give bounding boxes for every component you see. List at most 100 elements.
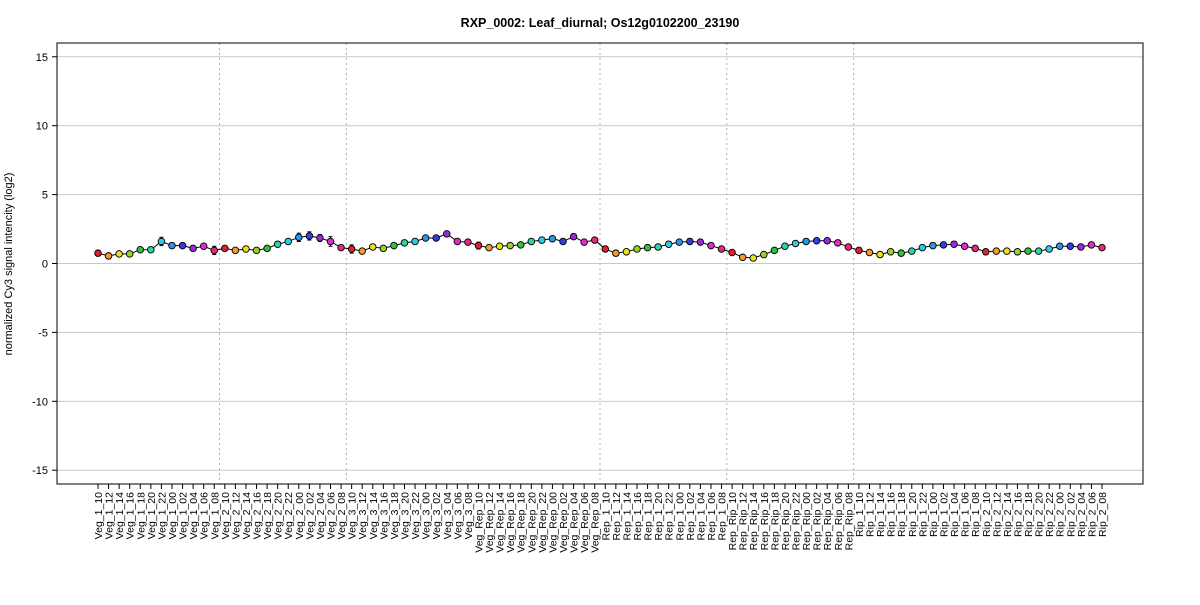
x-tick-label: Veg_1_10 bbox=[93, 492, 105, 539]
data-point bbox=[992, 247, 1001, 255]
data-point bbox=[453, 237, 462, 246]
x-tick-label: Veg_1_04 bbox=[188, 492, 200, 539]
data-point bbox=[284, 237, 292, 246]
x-tick-label: Veg_1_12 bbox=[104, 492, 116, 539]
x-tick-label: Rep_1_02 bbox=[685, 492, 697, 541]
x-tick-label: Veg_1_16 bbox=[125, 492, 137, 539]
x-tick-label: Rip_1_06 bbox=[960, 492, 972, 537]
data-point bbox=[908, 247, 916, 255]
data-point bbox=[950, 240, 958, 248]
x-tick-label: Rip_2_20 bbox=[1034, 492, 1046, 537]
x-tick-label: Veg_2_20 bbox=[273, 492, 285, 539]
x-tick-label: Rip_2_06 bbox=[1086, 492, 1098, 537]
x-tick-label: Rep_Rip_02 bbox=[812, 492, 824, 551]
data-point bbox=[252, 246, 261, 255]
data-point bbox=[316, 234, 324, 242]
data-point bbox=[1055, 242, 1064, 251]
x-tick-label: Veg_1_06 bbox=[199, 492, 211, 539]
x-tick-label: Veg_Rep_12 bbox=[484, 492, 496, 553]
x-tick-label: Rep_Rip_14 bbox=[748, 492, 760, 551]
data-point bbox=[104, 252, 113, 260]
x-tick-label: Veg_2_02 bbox=[304, 492, 316, 539]
x-tick-label: Rip_2_08 bbox=[1097, 492, 1109, 537]
x-tick-label: Veg_3_08 bbox=[463, 492, 475, 539]
data-point bbox=[929, 241, 937, 250]
data-point bbox=[168, 241, 176, 250]
x-tick-label: Veg_2_04 bbox=[315, 492, 327, 539]
x-tick-label: Rep_1_16 bbox=[632, 492, 644, 541]
data-point bbox=[400, 239, 409, 247]
y-tick-label: -15 bbox=[32, 465, 48, 477]
y-axis-label: normalized Cy3 signal intencity (log2) bbox=[3, 173, 15, 356]
data-point bbox=[1045, 245, 1053, 253]
data-point bbox=[844, 243, 853, 251]
data-point bbox=[538, 236, 546, 244]
x-tick-label: Veg_Rep_04 bbox=[569, 492, 581, 553]
data-point bbox=[643, 243, 652, 252]
data-point bbox=[390, 241, 398, 250]
x-tick-label: Veg_Rep_22 bbox=[537, 492, 549, 553]
x-tick-label: Veg_Rep_00 bbox=[547, 492, 559, 553]
x-tick-label: Rip_2_18 bbox=[1023, 492, 1035, 537]
x-tick-label: Rep_1_12 bbox=[611, 492, 623, 541]
x-tick-label: Rep_1_18 bbox=[643, 492, 655, 541]
data-point bbox=[590, 236, 599, 244]
data-point bbox=[612, 249, 620, 257]
x-tick-label: Rip_1_22 bbox=[917, 492, 929, 537]
data-point bbox=[379, 244, 388, 253]
x-tick-label: Veg_Rep_18 bbox=[516, 492, 528, 553]
data-point bbox=[358, 247, 366, 255]
data-point bbox=[601, 245, 610, 253]
x-tick-label: Veg_3_18 bbox=[389, 492, 401, 539]
data-point bbox=[633, 245, 641, 253]
data-point bbox=[295, 233, 303, 242]
data-point bbox=[221, 244, 229, 253]
y-axis-ticks: -15 -10 -5 0 5 10 15 bbox=[32, 52, 57, 477]
data-point bbox=[125, 250, 134, 258]
x-tick-label: Veg_1_14 bbox=[114, 492, 126, 539]
x-tick-label: Veg_3_20 bbox=[399, 492, 411, 539]
x-tick-label: Veg_2_18 bbox=[262, 492, 274, 539]
x-tick-label: Rep_Rip_22 bbox=[791, 492, 803, 551]
data-point bbox=[865, 248, 874, 257]
data-point bbox=[707, 241, 715, 250]
x-tick-label: Rip_1_08 bbox=[970, 492, 982, 537]
data-point bbox=[559, 237, 567, 246]
x-tick-label: Veg_1_00 bbox=[167, 492, 179, 539]
x-tick-label: Rep_1_22 bbox=[664, 492, 676, 541]
data-point bbox=[421, 234, 430, 242]
data-point bbox=[242, 245, 250, 253]
data-point bbox=[1024, 247, 1032, 255]
x-tick-label: Veg_1_18 bbox=[135, 492, 147, 539]
x-tick-label: Rip_2_00 bbox=[1055, 492, 1067, 537]
data-point bbox=[506, 241, 514, 250]
data-point bbox=[210, 246, 219, 255]
x-tick-label: Veg_Rep_08 bbox=[590, 492, 602, 553]
data-point bbox=[939, 241, 948, 249]
data-point bbox=[495, 242, 504, 251]
data-point bbox=[654, 243, 662, 251]
x-tick-label: Rep_1_00 bbox=[674, 492, 686, 541]
data-point bbox=[157, 237, 166, 246]
x-tick-label: Veg_3_10 bbox=[347, 492, 359, 539]
x-tick-label: Rep_Rip_20 bbox=[780, 492, 792, 551]
x-tick-label: Veg_Rep_02 bbox=[558, 492, 570, 553]
data-point bbox=[178, 241, 187, 250]
data-point bbox=[897, 249, 905, 257]
data-point bbox=[886, 248, 895, 256]
data-point bbox=[516, 241, 525, 249]
x-tick-label: Rep_1_04 bbox=[695, 492, 707, 541]
x-tick-label: Rep_1_06 bbox=[706, 492, 718, 541]
x-tick-label: Rip_1_10 bbox=[854, 492, 866, 537]
x-tick-label: Veg_3_02 bbox=[431, 492, 443, 539]
data-point bbox=[686, 237, 694, 246]
x-tick-label: Rep_1_20 bbox=[653, 492, 665, 541]
x-tick-label: Veg_2_16 bbox=[252, 492, 264, 539]
data-point bbox=[675, 238, 684, 246]
data-point bbox=[326, 237, 335, 246]
data-point bbox=[981, 248, 990, 256]
x-tick-label: Rip_2_22 bbox=[1044, 492, 1056, 537]
data-point bbox=[770, 246, 779, 255]
